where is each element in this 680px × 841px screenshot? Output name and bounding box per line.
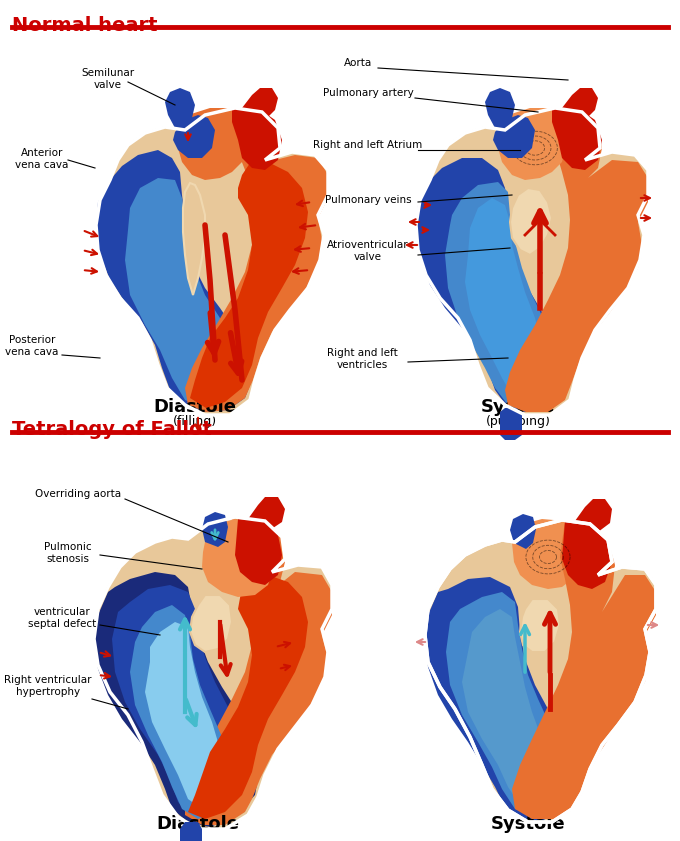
Text: Right and left Atrium: Right and left Atrium <box>313 140 423 150</box>
Text: Systole: Systole <box>491 815 565 833</box>
Polygon shape <box>96 150 252 412</box>
Polygon shape <box>173 115 215 158</box>
Text: Normal heart: Normal heart <box>12 16 158 35</box>
Polygon shape <box>485 88 515 128</box>
Text: (pumping): (pumping) <box>486 415 550 428</box>
Polygon shape <box>462 609 550 809</box>
Polygon shape <box>183 183 205 295</box>
Text: Pulmonary artery: Pulmonary artery <box>322 88 413 98</box>
Polygon shape <box>178 108 248 180</box>
Text: Anterior
vena cava: Anterior vena cava <box>16 148 69 170</box>
Polygon shape <box>446 592 560 815</box>
Polygon shape <box>416 108 648 415</box>
Polygon shape <box>242 88 278 120</box>
Polygon shape <box>248 497 285 530</box>
Polygon shape <box>130 605 230 819</box>
Text: Semilunar
valve: Semilunar valve <box>82 68 135 90</box>
Polygon shape <box>232 108 282 170</box>
Polygon shape <box>145 622 222 809</box>
Polygon shape <box>416 158 562 412</box>
Polygon shape <box>512 519 582 589</box>
Text: Pulmonary veins: Pulmonary veins <box>324 195 411 205</box>
Polygon shape <box>562 521 612 589</box>
Text: Pulmonic
stenosis: Pulmonic stenosis <box>44 542 92 563</box>
Text: Atrioventricular
valve: Atrioventricular valve <box>327 240 409 262</box>
Polygon shape <box>185 108 328 412</box>
Polygon shape <box>493 115 535 158</box>
Polygon shape <box>125 178 238 408</box>
Polygon shape <box>180 822 202 841</box>
Polygon shape <box>505 108 648 412</box>
Polygon shape <box>235 519 282 585</box>
Text: ventricular
septal defect: ventricular septal defect <box>28 607 96 628</box>
Polygon shape <box>165 88 195 128</box>
Polygon shape <box>575 499 612 532</box>
Text: Aorta: Aorta <box>344 58 372 68</box>
Polygon shape <box>498 108 568 180</box>
Polygon shape <box>96 108 328 415</box>
Polygon shape <box>510 514 536 549</box>
Polygon shape <box>185 519 332 825</box>
Polygon shape <box>202 512 228 547</box>
Polygon shape <box>188 575 308 819</box>
Polygon shape <box>552 108 602 170</box>
Polygon shape <box>190 160 308 408</box>
Text: Posterior
vena cava: Posterior vena cava <box>5 335 58 357</box>
Text: Overriding aorta: Overriding aorta <box>35 489 121 499</box>
Polygon shape <box>94 517 332 829</box>
Polygon shape <box>202 519 275 597</box>
Polygon shape <box>425 520 656 822</box>
Polygon shape <box>465 198 545 402</box>
Polygon shape <box>562 88 598 120</box>
Polygon shape <box>500 408 522 440</box>
Text: Right and left
ventricles: Right and left ventricles <box>326 348 397 369</box>
Polygon shape <box>520 599 560 652</box>
Polygon shape <box>425 577 568 822</box>
Polygon shape <box>94 572 260 827</box>
Text: Right ventricular
hypertrophy: Right ventricular hypertrophy <box>4 675 92 696</box>
Text: (filling): (filling) <box>173 415 217 428</box>
Polygon shape <box>510 188 552 255</box>
Text: Diastole: Diastole <box>156 815 239 833</box>
Text: Diastole: Diastole <box>154 398 237 416</box>
Polygon shape <box>445 182 555 408</box>
Polygon shape <box>512 521 656 819</box>
Text: Tetralogy of Fallot: Tetralogy of Fallot <box>12 420 212 439</box>
Text: Systole: Systole <box>481 398 556 416</box>
Polygon shape <box>112 585 250 822</box>
Polygon shape <box>190 595 232 652</box>
